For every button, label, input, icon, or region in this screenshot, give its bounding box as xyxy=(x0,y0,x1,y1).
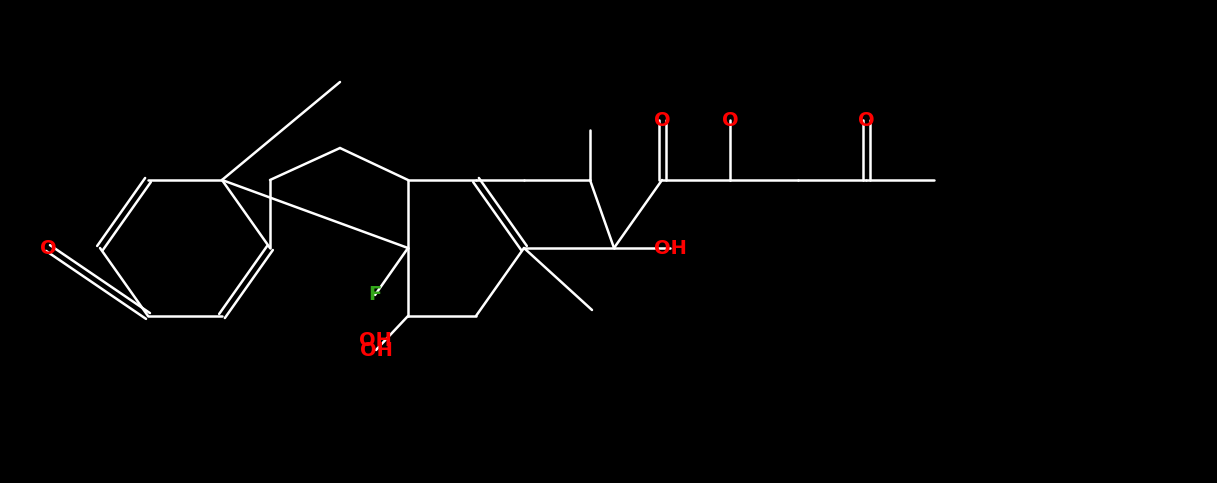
Text: F: F xyxy=(369,285,382,304)
Text: OH: OH xyxy=(359,341,392,359)
Text: O: O xyxy=(858,111,874,129)
Text: O: O xyxy=(722,111,739,129)
Text: O: O xyxy=(654,111,671,129)
Text: OH: OH xyxy=(359,330,392,350)
Text: OH: OH xyxy=(654,239,686,257)
Text: O: O xyxy=(40,239,56,257)
